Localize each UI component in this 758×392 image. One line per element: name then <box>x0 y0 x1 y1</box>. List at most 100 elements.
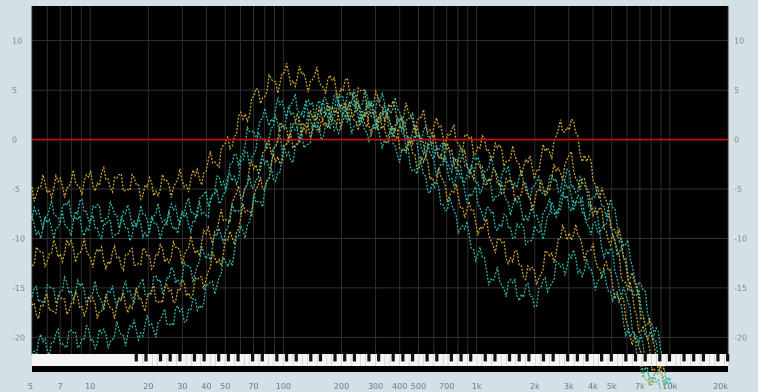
x-tick-label: 30 <box>177 382 187 391</box>
frequency-axis-labels: 5 7 10 20 30 40 50 70 100 200 300 400 500 700 1k 2k 3k 4k… <box>28 382 728 391</box>
piano-black-key[interactable] <box>527 354 531 362</box>
piano-black-key[interactable] <box>192 354 197 362</box>
y-tick-label: 0 <box>12 136 17 145</box>
piano-black-key[interactable] <box>575 354 579 362</box>
piano-black-key[interactable] <box>202 354 206 362</box>
x-tick-label: 200 <box>334 382 349 391</box>
piano-black-key[interactable] <box>401 354 405 362</box>
piano-black-key[interactable] <box>309 354 313 362</box>
piano-black-key[interactable] <box>701 354 705 362</box>
piano-black-key[interactable] <box>217 354 221 362</box>
piano-black-key[interactable] <box>600 354 604 362</box>
piano-black-key[interactable] <box>566 354 570 362</box>
x-tick-label: 3k <box>564 382 574 391</box>
piano-black-key[interactable] <box>410 354 415 362</box>
y-tick-label: -15 <box>12 284 25 293</box>
piano-black-key[interactable] <box>251 354 255 362</box>
x-tick-label: 7k <box>635 382 645 391</box>
y-tick-label: 5 <box>12 86 17 95</box>
piano-black-key[interactable] <box>275 354 279 362</box>
curves <box>31 63 674 391</box>
y-tick-label: -10 <box>12 234 25 243</box>
response-curve-3 <box>31 63 668 374</box>
right-tick-label: 5 <box>734 86 739 95</box>
grid <box>31 6 729 354</box>
y-axis-labels: 10 5 0 -5 -10 -15 -20 <box>12 37 25 343</box>
piano-black-key[interactable] <box>144 354 148 362</box>
x-tick-label: 50 <box>220 382 230 391</box>
x-tick-label: 10 <box>85 382 95 391</box>
right-tick-label: 10 <box>734 37 744 46</box>
piano-black-key[interactable] <box>643 354 647 362</box>
piano-black-key[interactable] <box>134 354 138 362</box>
piano-black-key[interactable] <box>517 354 521 362</box>
x-tick-label: 5 <box>28 382 33 391</box>
piano-black-key[interactable] <box>658 354 662 362</box>
response-curve-6 <box>31 100 655 389</box>
piano-black-key[interactable] <box>493 354 497 362</box>
response-curve-1 <box>31 89 674 389</box>
y-tick-label: -20 <box>12 333 25 342</box>
piano-black-key[interactable] <box>726 354 730 362</box>
piano-black-key[interactable] <box>716 354 720 362</box>
piano-black-key[interactable] <box>667 354 672 362</box>
piano-black-key[interactable] <box>367 354 371 362</box>
piano-black-key[interactable] <box>633 354 638 362</box>
piano-black-key[interactable] <box>692 354 696 362</box>
x-tick-label: 10k <box>662 382 677 391</box>
x-tick-label: 20k <box>713 382 728 391</box>
piano-black-key[interactable] <box>624 354 628 362</box>
response-curve-7 <box>31 109 653 381</box>
piano-black-key[interactable] <box>483 354 487 362</box>
piano-black-key[interactable] <box>318 354 323 362</box>
x-tick-label: 100 <box>276 382 291 391</box>
y-tick-label: 10 <box>12 37 22 46</box>
response-curve-2 <box>31 86 670 388</box>
piano-black-key[interactable] <box>449 354 453 362</box>
piano-black-key[interactable] <box>507 354 512 362</box>
piano-black-key[interactable] <box>541 354 546 362</box>
right-tick-label: 0 <box>734 136 739 145</box>
piano-black-key[interactable] <box>425 354 429 362</box>
x-tick-label: 4k <box>588 382 598 391</box>
piano-black-key[interactable] <box>352 354 356 362</box>
piano-black-key[interactable] <box>260 354 264 362</box>
x-tick-label: 40 <box>201 382 211 391</box>
piano-black-key[interactable] <box>226 354 230 362</box>
piano-black-key[interactable] <box>158 354 163 362</box>
piano-black-key[interactable] <box>284 354 289 362</box>
right-tick-label: -10 <box>734 234 747 243</box>
y-tick-label: -5 <box>12 185 20 194</box>
piano-black-key[interactable] <box>585 354 589 362</box>
x-tick-label: 400 <box>392 382 407 391</box>
piano-black-key[interactable] <box>469 354 473 362</box>
piano-keyboard[interactable] <box>32 354 730 366</box>
piano-black-key[interactable] <box>391 354 395 362</box>
piano-black-key[interactable] <box>333 354 337 362</box>
x-tick-label: 70 <box>248 382 258 391</box>
right-tick-label: -15 <box>734 284 747 293</box>
x-tick-label: 20 <box>143 382 153 391</box>
x-tick-label: 2k <box>530 382 540 391</box>
x-tick-label: 700 <box>439 382 454 391</box>
piano-black-key[interactable] <box>682 354 686 362</box>
x-tick-label: 7 <box>58 382 63 391</box>
right-tick-label: -20 <box>734 333 747 342</box>
piano-black-key[interactable] <box>435 354 439 362</box>
piano-black-key[interactable] <box>294 354 298 362</box>
piano-black-key[interactable] <box>168 354 172 362</box>
piano-black-key[interactable] <box>343 354 347 362</box>
x-tick-label: 1k <box>472 382 482 391</box>
x-tick-label: 500 <box>411 382 426 391</box>
piano-black-key[interactable] <box>551 354 555 362</box>
piano-black-key[interactable] <box>377 354 381 362</box>
piano-black-key[interactable] <box>178 354 182 362</box>
piano-black-key[interactable] <box>236 354 240 362</box>
right-axis-labels: 10 5 0 -5 -10 -15 -20 <box>734 37 747 343</box>
piano-black-key[interactable] <box>609 354 613 362</box>
right-tick-label: -5 <box>734 185 742 194</box>
piano-black-key[interactable] <box>459 354 463 362</box>
x-tick-label: 300 <box>368 382 383 391</box>
